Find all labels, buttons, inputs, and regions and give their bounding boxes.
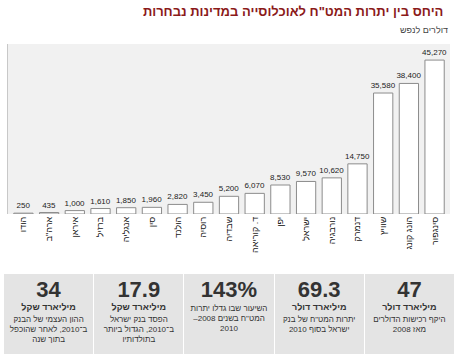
svg-text:נורבגיה: נורבגיה [327,217,337,244]
svg-text:14,750: 14,750 [345,152,370,161]
svg-text:שוויץ: שוויץ [378,216,388,235]
svg-text:5,200: 5,200 [219,184,240,193]
svg-text:250: 250 [16,201,30,210]
html-text:מיליארד דולר: מיליארד דולר [292,302,347,312]
html-text:מיליארד שקל: מיליארד שקל [21,302,76,312]
svg-text:רוסיה: רוסיה [198,217,208,238]
svg-text:ארה"ב: ארה"ב [44,216,54,241]
svg-text:6,070: 6,070 [244,181,265,190]
svg-text:ברזיל: ברזיל [95,216,105,237]
html-text:143%: 143% [200,277,258,302]
svg-text:ישראל: ישראל [301,217,311,241]
svg-text:1,960: 1,960 [142,195,163,204]
html-text:69.3: 69.3 [297,277,341,302]
html-text:הפסד בנק ישראל ב־2010, הגדול ב: הפסד בנק ישראל ב־2010, הגדול ביותר בתולד… [103,315,174,344]
svg-text:1,610: 1,610 [90,197,111,206]
svg-text:435: 435 [42,201,56,210]
html-text:47: 47 [397,277,422,302]
html-text:ההון העצמי של הבנק ב־2010, לאח: ההון העצמי של הבנק ב־2010, לאחר שהוכפל ב… [9,315,88,344]
html-text:17.9: 17.9 [117,277,161,302]
html-text:יתרות המט"ח של בנק ישראל בסוף: יתרות המט"ח של בנק ישראל בסוף 2010 [283,315,356,334]
svg-text:2,820: 2,820 [167,192,188,201]
svg-text:סינגפור: סינגפור [430,217,440,245]
svg-text:דולרים לנפש: דולרים לנפש [400,25,448,35]
svg-text:שבדיה: שבדיה [224,216,234,241]
svg-text:היחס בין יתרות המט"ח לאוכלוסיי: היחס בין יתרות המט"ח לאוכלוסייה במדינות … [143,4,443,19]
svg-text:1,000: 1,000 [65,199,86,208]
svg-text:הודו: הודו [18,217,28,232]
svg-text:אנגליה: אנגליה [121,216,131,242]
svg-text:45,270: 45,270 [422,48,447,57]
svg-text:8,530: 8,530 [270,173,291,182]
svg-text:ד. קוריאה: ד. קוריאה [250,217,260,253]
html-text:היקף רכישות הדולרים מאז 2008: היקף רכישות הדולרים מאז 2008 [373,315,446,334]
svg-text:איראן: איראן [70,216,80,237]
html-text:מיליארד שקל: מיליארד שקל [111,302,166,312]
svg-text:10,620: 10,620 [319,166,344,175]
svg-text:1,850: 1,850 [116,196,137,205]
svg-text:הולנד: הולנד [173,217,183,238]
html-text:השיעור שבו גדלו יתרות המט"ח בש: השיעור שבו גדלו יתרות המט"ח בשנים 2008–2… [190,304,268,333]
svg-text:3,450: 3,450 [193,190,214,199]
svg-text:דנמרק: דנמרק [352,217,362,242]
svg-text:9,570: 9,570 [296,169,317,178]
html-text:מיליארד דולר: מיליארד דולר [382,302,437,312]
svg-text:סין: סין [147,217,157,228]
svg-text:יפן: יפן [275,217,285,227]
svg-text:35,580: 35,580 [371,81,396,90]
svg-text:הונג קונג: הונג קונג [404,217,414,250]
html-text:34: 34 [36,277,61,302]
svg-text:38,400: 38,400 [396,71,421,80]
